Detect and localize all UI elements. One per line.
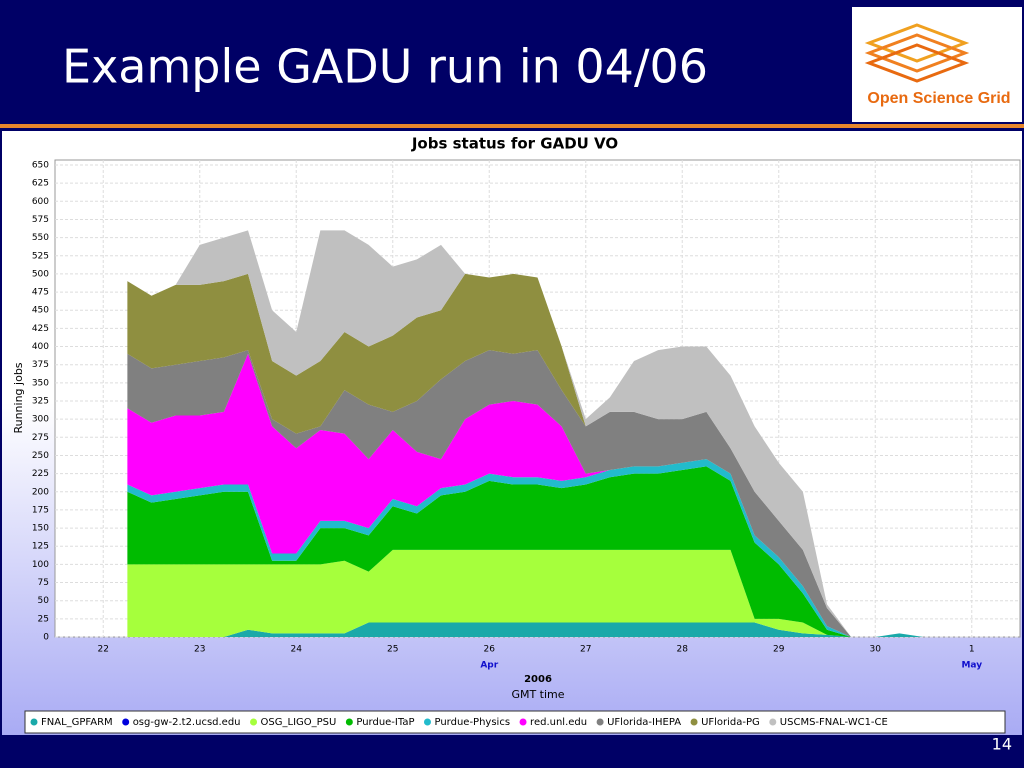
legend-label: Purdue-ITaP	[356, 717, 414, 728]
legend-marker	[519, 718, 527, 726]
area	[127, 549, 924, 637]
y-tick-label: 550	[32, 233, 49, 243]
month-label: May	[961, 661, 982, 671]
x-tick-label: 26	[484, 645, 496, 655]
x-tick-label: 24	[291, 645, 303, 655]
x-tick-label: 28	[677, 645, 689, 655]
y-tick-label: 275	[32, 433, 49, 443]
area	[127, 350, 924, 637]
year-label: 2006	[524, 674, 552, 685]
y-tick-label: 625	[32, 179, 49, 189]
y-tick-label: 475	[32, 288, 49, 298]
y-tick-label: 225	[32, 469, 49, 479]
y-tick-label: 350	[32, 378, 49, 388]
y-tick-label: 525	[32, 251, 49, 261]
x-tick-label: 23	[194, 645, 205, 655]
legend-marker	[30, 718, 38, 726]
x-axis-label: GMT time	[511, 688, 564, 701]
legend-marker	[423, 718, 431, 726]
legend-marker	[596, 718, 604, 726]
legend-marker	[690, 718, 698, 726]
legend-label: red.unl.edu	[530, 717, 587, 728]
logo-text: Open Science Grid	[867, 90, 1010, 107]
slide-title: Example GADU run in 04/06	[62, 40, 708, 94]
y-tick-label: 250	[32, 451, 49, 461]
y-tick-label: 300	[32, 415, 49, 425]
area	[127, 353, 924, 637]
legend-label: Purdue-Physics	[434, 717, 510, 728]
legend-label: UFlorida-PG	[701, 717, 760, 728]
y-tick-label: 125	[32, 542, 49, 552]
y-tick-label: 600	[32, 197, 49, 207]
legend-marker	[345, 718, 353, 726]
area	[127, 273, 924, 637]
y-axis-label: Running jobs	[12, 362, 25, 433]
y-tick-label: 425	[32, 324, 49, 334]
y-tick-label: 0	[43, 633, 49, 643]
y-tick-label: 325	[32, 397, 49, 407]
page-number: 14	[992, 735, 1012, 754]
x-tick-label: 29	[773, 645, 785, 655]
area	[127, 466, 924, 637]
y-tick-label: 200	[32, 487, 49, 497]
y-tick-label: 100	[32, 560, 49, 570]
area	[127, 622, 924, 637]
x-tick-label: 30	[870, 645, 882, 655]
x-tick-label: 27	[580, 645, 591, 655]
legend-label: OSG_LIGO_PSU	[261, 717, 337, 728]
month-label: Apr	[480, 661, 498, 671]
chart-title: Jobs status for GADU VO	[411, 135, 618, 153]
x-tick-label: 25	[387, 645, 398, 655]
y-tick-label: 650	[32, 161, 49, 171]
legend-label: USCMS-FNAL-WC1-CE	[780, 717, 888, 728]
legend-marker	[769, 718, 777, 726]
y-tick-label: 150	[32, 524, 49, 534]
x-tick-label: 1	[969, 645, 975, 655]
y-tick-label: 400	[32, 342, 49, 352]
legend-box	[24, 710, 1006, 734]
y-tick-label: 575	[32, 215, 49, 225]
y-tick-label: 75	[38, 578, 49, 588]
x-tick-label: 22	[98, 645, 109, 655]
y-tick-label: 500	[32, 269, 49, 279]
area	[127, 230, 924, 637]
y-tick-label: 25	[38, 614, 49, 624]
y-tick-label: 50	[38, 596, 50, 606]
legend-label: UFlorida-IHEPA	[607, 717, 681, 728]
legend-label: FNAL_GPFARM	[41, 717, 113, 728]
legend-label: osg-gw-2.t2.ucsd.edu	[133, 717, 241, 728]
area	[127, 459, 924, 637]
y-tick-label: 450	[32, 306, 49, 316]
y-tick-label: 375	[32, 360, 49, 370]
legend-marker	[250, 718, 258, 726]
legend-marker	[122, 718, 130, 726]
y-tick-label: 175	[32, 505, 49, 515]
header-rule	[0, 124, 1024, 128]
logo: Open Science Grid	[852, 7, 1022, 122]
